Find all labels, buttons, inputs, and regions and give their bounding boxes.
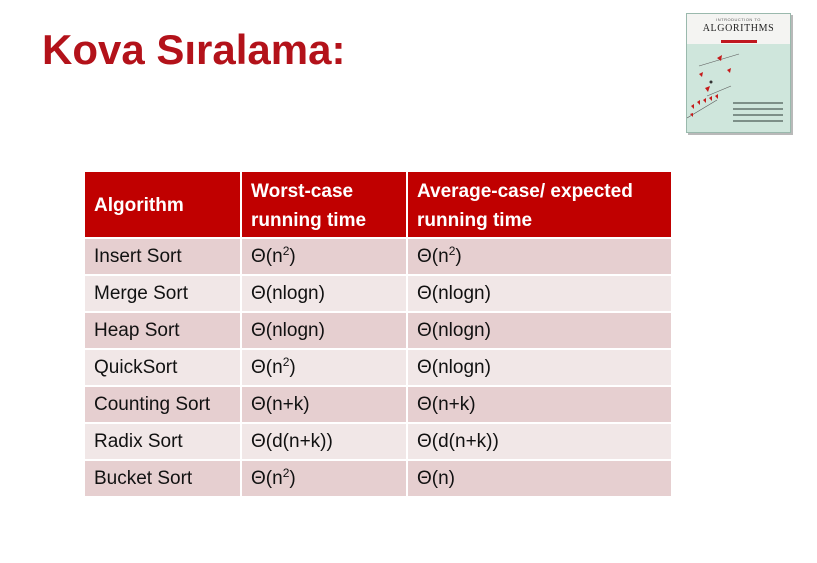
table-row: Insert Sort Θ(n2) Θ(n2) xyxy=(83,237,673,276)
algorithm-name: Merge Sort xyxy=(83,274,242,313)
complexity-exponent: 2 xyxy=(282,354,290,369)
book-author-line xyxy=(733,102,783,104)
complexity-base: Θ(nlogn) xyxy=(417,282,491,304)
worst-case-cell: Θ(nlogn) xyxy=(240,311,408,350)
mobile-sculpture-art xyxy=(687,53,740,119)
complexity-exponent: 2 xyxy=(448,243,456,258)
complexity-base: Θ(n+k) xyxy=(251,393,310,415)
slide-title: Kova Sıralama: xyxy=(42,26,346,73)
complexity-base: Θ(nlogn) xyxy=(251,282,325,304)
average-case-cell: Θ(n) xyxy=(406,459,673,498)
book-edition-band xyxy=(721,40,757,43)
complexity-tail: ) xyxy=(289,467,296,489)
algorithm-name: Radix Sort xyxy=(83,422,242,461)
table-row: Bucket Sort Θ(n2) Θ(n) xyxy=(83,459,673,498)
complexity-base: Θ(d(n+k)) xyxy=(417,430,499,452)
book-cover-image: INTRODUCTION TO ALGORITHMS xyxy=(686,13,791,133)
algorithm-name: QuickSort xyxy=(83,348,242,387)
complexity-base: Θ(n xyxy=(417,245,449,267)
table-row: Heap Sort Θ(nlogn) Θ(nlogn) xyxy=(83,311,673,350)
algorithm-name: Heap Sort xyxy=(83,311,242,350)
complexity-table: Algorithm Worst-case running time Averag… xyxy=(83,170,673,498)
average-case-cell: Θ(nlogn) xyxy=(406,348,673,387)
average-case-cell: Θ(nlogn) xyxy=(406,311,673,350)
complexity-tail: ) xyxy=(289,356,296,378)
complexity-tail: ) xyxy=(455,245,462,267)
worst-case-cell: Θ(d(n+k)) xyxy=(240,422,408,461)
complexity-base: Θ(n) xyxy=(417,467,455,489)
worst-case-cell: Θ(n+k) xyxy=(240,385,408,424)
book-author-line xyxy=(733,114,783,116)
table-header-row: Algorithm Worst-case running time Averag… xyxy=(83,170,673,239)
table-row: Counting Sort Θ(n+k) Θ(n+k) xyxy=(83,385,673,424)
complexity-base: Θ(nlogn) xyxy=(417,319,491,341)
book-overline: INTRODUCTION TO xyxy=(716,17,761,22)
complexity-base: Θ(n+k) xyxy=(417,393,476,415)
book-author-line xyxy=(733,108,783,110)
complexity-base: Θ(n xyxy=(251,467,283,489)
algorithm-name: Counting Sort xyxy=(83,385,242,424)
algorithm-name: Insert Sort xyxy=(83,237,242,276)
complexity-base: Θ(n xyxy=(251,356,283,378)
table-body: Insert Sort Θ(n2) Θ(n2) Merge Sort Θ(nlogn) Θ… xyxy=(83,237,673,498)
algorithm-name: Bucket Sort xyxy=(83,459,242,498)
average-case-cell: Θ(d(n+k)) xyxy=(406,422,673,461)
average-case-cell: Θ(n2) xyxy=(406,237,673,276)
complexity-base: Θ(n xyxy=(251,245,283,267)
complexity-exponent: 2 xyxy=(282,465,290,480)
worst-case-cell: Θ(n2) xyxy=(240,459,408,498)
average-case-cell: Θ(nlogn) xyxy=(406,274,673,313)
table-row: QuickSort Θ(n2) Θ(nlogn) xyxy=(83,348,673,387)
worst-case-cell: Θ(nlogn) xyxy=(240,274,408,313)
average-case-cell: Θ(n+k) xyxy=(406,385,673,424)
book-author-line xyxy=(733,120,783,122)
complexity-tail: ) xyxy=(289,245,296,267)
header-average-case: Average-case/ expected running time xyxy=(406,170,673,239)
complexity-base: Θ(nlogn) xyxy=(251,319,325,341)
worst-case-cell: Θ(n2) xyxy=(240,237,408,276)
book-cover-title-band xyxy=(687,14,790,44)
header-worst-case: Worst-case running time xyxy=(240,170,408,239)
table-row: Merge Sort Θ(nlogn) Θ(nlogn) xyxy=(83,274,673,313)
table-row: Radix Sort Θ(d(n+k)) Θ(d(n+k)) xyxy=(83,422,673,461)
worst-case-cell: Θ(n2) xyxy=(240,348,408,387)
book-title: ALGORITHMS xyxy=(702,23,775,34)
complexity-base: Θ(nlogn) xyxy=(417,356,491,378)
complexity-base: Θ(d(n+k)) xyxy=(251,430,333,452)
header-algorithm: Algorithm xyxy=(83,170,242,239)
complexity-exponent: 2 xyxy=(282,243,290,258)
